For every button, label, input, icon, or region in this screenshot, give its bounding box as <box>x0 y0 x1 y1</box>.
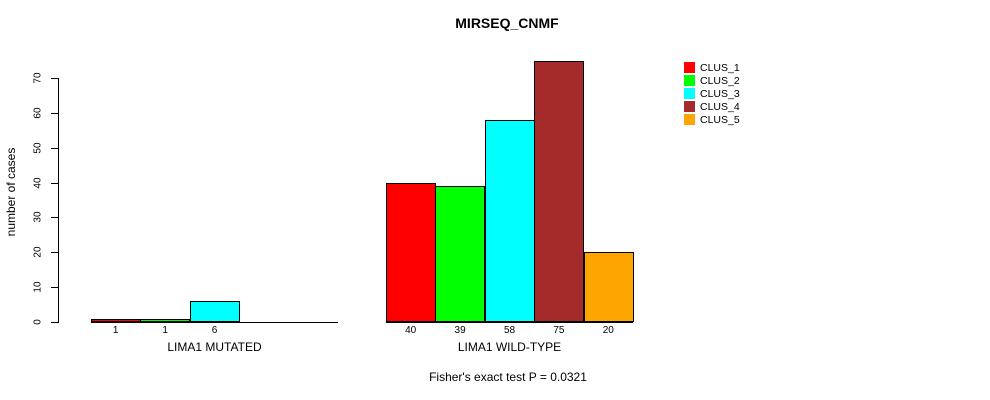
group-label-wildtype: LIMA1 WILD-TYPE <box>457 340 562 354</box>
bar-clus_1 <box>91 319 141 322</box>
y-tick <box>51 252 59 253</box>
y-tick <box>51 287 59 288</box>
bar-clus_5 <box>584 252 634 322</box>
y-tick <box>51 183 59 184</box>
x-axis-baseline <box>91 322 338 323</box>
legend-item-clus_1: CLUS_1 <box>684 61 740 74</box>
bar-value-label: 39 <box>454 325 466 336</box>
bar-value-label: 58 <box>503 325 516 336</box>
bar-clus_4 <box>534 61 584 322</box>
bar-value-label: 1 <box>162 325 168 336</box>
y-tick-label: 10 <box>32 281 44 293</box>
bar-clus_3 <box>485 120 535 322</box>
bar-clus_2 <box>140 319 190 322</box>
legend-item-clus_5: CLUS_5 <box>684 113 740 126</box>
bar-clus_1 <box>386 183 436 322</box>
bar-value-label: 75 <box>553 325 565 336</box>
legend-swatch <box>684 88 695 99</box>
legend-item-clus_3: CLUS_3 <box>684 87 740 100</box>
chart-title: MIRSEQ_CNMF <box>455 15 559 31</box>
y-axis-label: number of cases <box>4 147 18 237</box>
bar-value-label: 40 <box>405 325 417 336</box>
x-axis-baseline <box>386 322 633 323</box>
y-axis-line <box>58 78 59 323</box>
group-label-mutated: LIMA1 MUTATED <box>167 340 262 354</box>
y-tick <box>51 148 59 149</box>
y-tick-label: 70 <box>32 72 44 84</box>
legend-label: CLUS_4 <box>700 100 740 113</box>
y-tick-label: 60 <box>32 107 44 119</box>
y-tick-label: 50 <box>32 142 44 154</box>
y-tick <box>51 217 59 218</box>
y-tick <box>51 322 59 323</box>
legend-label: CLUS_1 <box>700 61 740 74</box>
legend-swatch <box>684 62 695 73</box>
bar-clus_2 <box>435 186 485 322</box>
legend-label: CLUS_2 <box>700 74 740 87</box>
bar-value-label: 6 <box>211 325 218 336</box>
bar-value-label: 1 <box>112 325 119 336</box>
legend-label: CLUS_3 <box>700 87 740 100</box>
legend-item-clus_4: CLUS_4 <box>684 100 740 113</box>
y-tick-label: 0 <box>32 319 44 325</box>
y-tick-label: 20 <box>32 246 44 258</box>
y-tick <box>51 113 59 114</box>
legend-swatch <box>684 75 695 86</box>
y-tick-label: 40 <box>32 177 44 189</box>
y-tick <box>51 78 59 79</box>
legend-label: CLUS_5 <box>700 113 740 126</box>
y-tick-label: 30 <box>32 211 44 223</box>
legend-item-clus_2: CLUS_2 <box>684 74 740 87</box>
legend-swatch <box>684 114 695 125</box>
bar-value-label: 20 <box>602 325 614 336</box>
bar-clus_3 <box>190 301 240 322</box>
legend-swatch <box>684 101 695 112</box>
fisher-test-pvalue: Fisher's exact test P = 0.0321 <box>429 370 587 384</box>
legend: CLUS_1 CLUS_2 CLUS_3 CLUS_4 CLUS_5 <box>684 61 740 126</box>
